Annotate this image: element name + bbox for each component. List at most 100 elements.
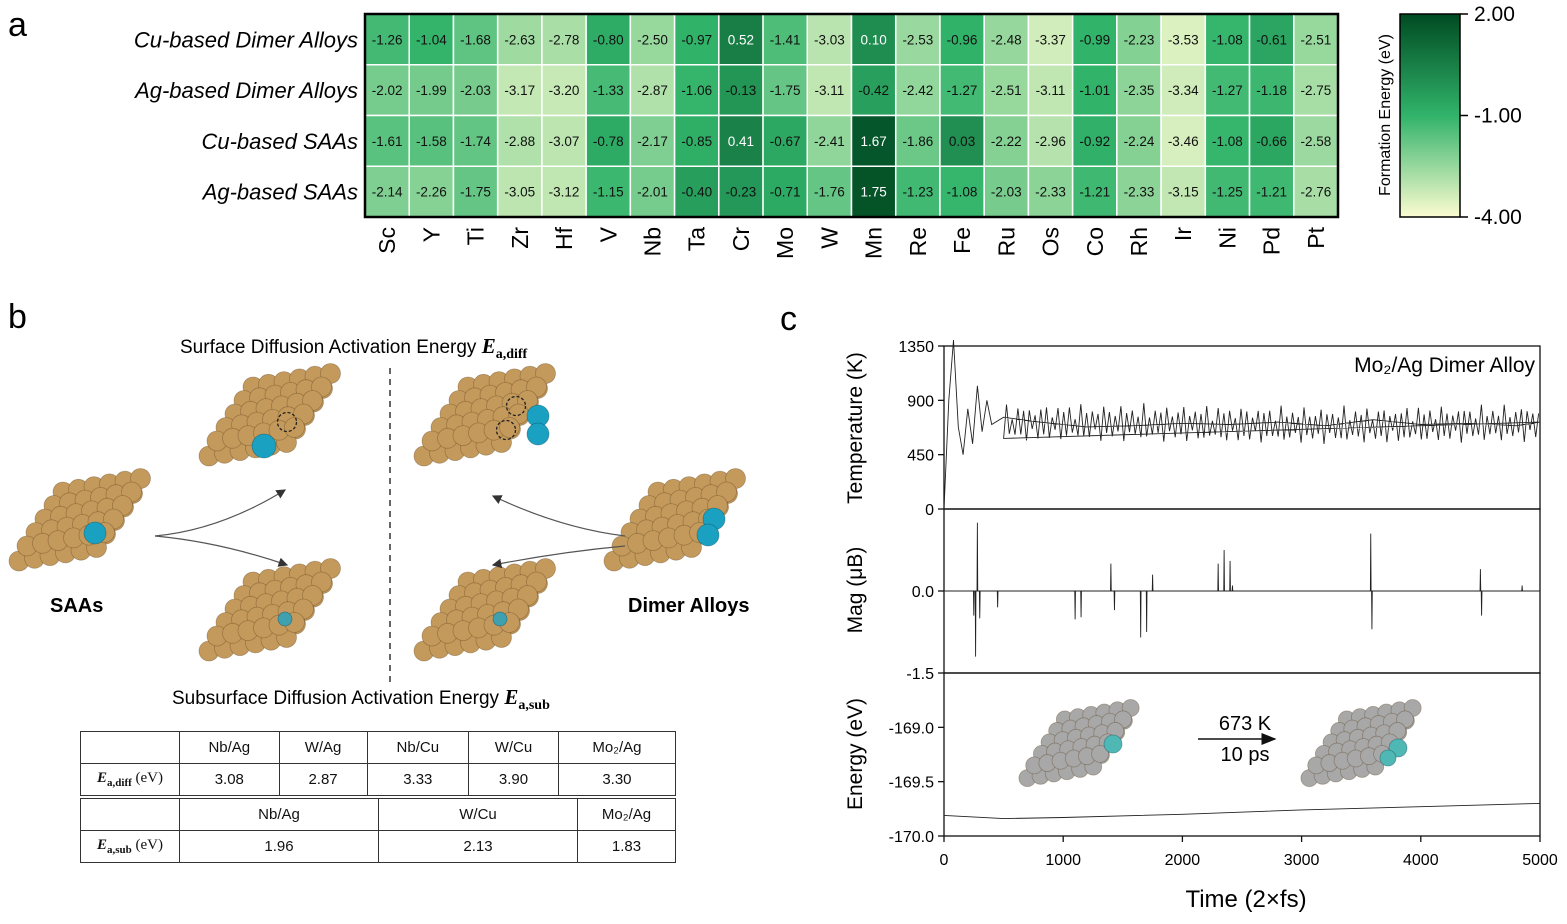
heatmap-cell-value: 0.52 — [728, 32, 754, 47]
heatmap-cell-value: -2.63 — [504, 32, 535, 47]
heatmap-cell-value: -2.58 — [1300, 134, 1331, 149]
saa-label: SAAs — [50, 595, 103, 617]
heatmap-cell-value: -2.53 — [902, 32, 933, 47]
heatmap-column-label: Ta — [684, 227, 710, 252]
inset-duration: 10 ps — [1221, 744, 1270, 766]
heatmap-cell — [541, 64, 587, 117]
heatmap-cell-value: -2.22 — [991, 134, 1022, 149]
heatmap-cell — [894, 165, 941, 218]
heatmap-cell-value: -1.41 — [770, 32, 801, 47]
heatmap-cell-value: -1.75 — [770, 83, 801, 98]
heatmap-cell — [673, 13, 720, 66]
table1-value: 2.87 — [278, 763, 368, 796]
subsurface-diffusion-title: Subsurface Diffusion Activation Energy E… — [172, 685, 550, 713]
heatmap-cell — [1160, 165, 1207, 218]
heatmap-cell-value: -1.75 — [460, 185, 491, 200]
heatmap-cell-value: -3.37 — [1035, 32, 1066, 47]
heatmap-cell — [541, 114, 587, 167]
heatmap-cell-value: -1.33 — [593, 83, 624, 98]
heatmap-cell-value: -2.26 — [416, 185, 447, 200]
heatmap-cell-value: -3.12 — [549, 185, 580, 200]
vacancy-ring — [505, 395, 527, 417]
heatmap-cell — [1293, 165, 1339, 218]
heatmap-cell-value: -0.23 — [726, 185, 757, 200]
heatmap-cell-value: -1.08 — [1212, 134, 1243, 149]
heatmap-column-label: Zr — [507, 227, 533, 249]
y-tick-label: 0 — [925, 502, 934, 519]
heatmap-cell-value: 1.75 — [860, 185, 886, 200]
heatmap-cell — [1160, 13, 1207, 66]
dimer-alloys-label: Dimer Alloys — [628, 595, 750, 617]
heatmap-cell-value: -2.03 — [991, 185, 1022, 200]
table1-header: Mo₂/Ag — [557, 731, 677, 764]
heatmap-cell-value: -1.18 — [1256, 83, 1287, 98]
heatmap-column-label: Pd — [1259, 227, 1285, 255]
table1-value: 3.90 — [468, 763, 559, 796]
heatmap-cell-value: -2.75 — [1300, 83, 1331, 98]
heatmap-cell-value: -0.80 — [593, 32, 624, 47]
panel-c: c 1350 900 450 0 0.0 -1.5 -169.0 -169.5 -170.0 0 1… — [780, 290, 1567, 924]
heatmap-row-label: Cu-based SAAs — [201, 129, 358, 154]
inset-slab-final — [1300, 699, 1422, 788]
heatmap-cell-value: -1.21 — [1256, 185, 1287, 200]
heatmap-cell-value: -3.11 — [814, 83, 844, 98]
dimer-subsurface-slab — [413, 558, 556, 662]
heatmap-column-label: Fe — [949, 227, 975, 254]
heatmap-cell-value: -2.01 — [637, 185, 668, 200]
heatmap-cell-value: -1.23 — [902, 185, 933, 200]
table1-value: 3.30 — [557, 763, 677, 796]
md-title: Mo₂/Ag Dimer Alloy — [1354, 354, 1535, 377]
heatmap-column-label: Cr — [728, 227, 754, 252]
table2-value: 1.83 — [577, 830, 676, 863]
heatmap-cell-value: -1.27 — [1212, 83, 1243, 98]
heatmap-cell-value: -0.67 — [770, 134, 801, 149]
heatmap-cell-value: -2.41 — [814, 134, 845, 149]
heatmap-cell — [1071, 13, 1118, 66]
heatmap-cell-value: -2.35 — [1124, 83, 1155, 98]
table1-header: W/Cu — [468, 731, 559, 764]
heatmap-cell-value: -1.74 — [460, 134, 491, 149]
colorbar-tick-label: -4.00 — [1474, 206, 1522, 229]
colorbar-label: Formation Energy (eV) — [1377, 34, 1394, 196]
heatmap-cell-value: 0.10 — [860, 32, 886, 47]
heatmap-cell — [762, 165, 809, 218]
panel-letter-c: c — [780, 300, 797, 338]
heatmap-row-label: Ag-based SAAs — [201, 180, 358, 205]
heatmap-cell-value: 1.67 — [860, 134, 886, 149]
x-tick-label: 4000 — [1403, 852, 1439, 869]
heatmap-cell-value: -0.13 — [726, 83, 757, 98]
arrow-dimer-surface — [491, 495, 626, 537]
colorbar-tick-label: 2.00 — [1474, 3, 1515, 26]
dimer-surface-slab — [413, 363, 556, 467]
heatmap-cell — [983, 64, 1030, 117]
heatmap-column-label: V — [595, 226, 621, 242]
vacancy-ring — [276, 411, 298, 433]
heatmap-column-label: Ir — [1170, 227, 1196, 241]
x-tick-label: 0 — [940, 852, 949, 869]
heatmap-cell-value: -2.78 — [549, 32, 580, 47]
y-tick-label: -1.5 — [906, 666, 934, 683]
heatmap-cell-value: -0.71 — [770, 185, 801, 200]
x-tick-label: 2000 — [1165, 852, 1201, 869]
heatmap-cell-value: 0.41 — [728, 134, 754, 149]
heatmap-column-label: Os — [1038, 227, 1064, 256]
heatmap-cell-value: -1.25 — [1212, 185, 1243, 200]
heatmap-cell-value: -0.78 — [593, 134, 624, 149]
arrow-saa-surface — [154, 489, 287, 537]
heatmap-column-label: Pt — [1303, 226, 1329, 248]
heatmap-cell-value: -2.24 — [1124, 134, 1155, 149]
heatmap-cell — [718, 165, 764, 218]
md-chart: c 1350 900 450 0 0.0 -1.5 -169.0 -169.5 -170.0 0 1… — [780, 300, 1558, 913]
heatmap-cell-value: -1.06 — [681, 83, 712, 98]
heatmap-cell-value: -3.17 — [504, 83, 535, 98]
dimer-slab — [603, 468, 746, 572]
heatmap-cell — [939, 64, 985, 117]
table2-header: W/Cu — [378, 798, 578, 831]
y-tick-label: 0.0 — [912, 584, 934, 601]
y-tick-label: 450 — [907, 448, 934, 465]
heatmap-column-label: Y — [418, 227, 444, 242]
heatmap-column-label: Ni — [1214, 227, 1240, 249]
heatmap-cell-value: -3.03 — [814, 32, 845, 47]
y-tick-label: -169.0 — [889, 720, 934, 737]
heatmap-cell-value: -0.92 — [1079, 134, 1110, 149]
